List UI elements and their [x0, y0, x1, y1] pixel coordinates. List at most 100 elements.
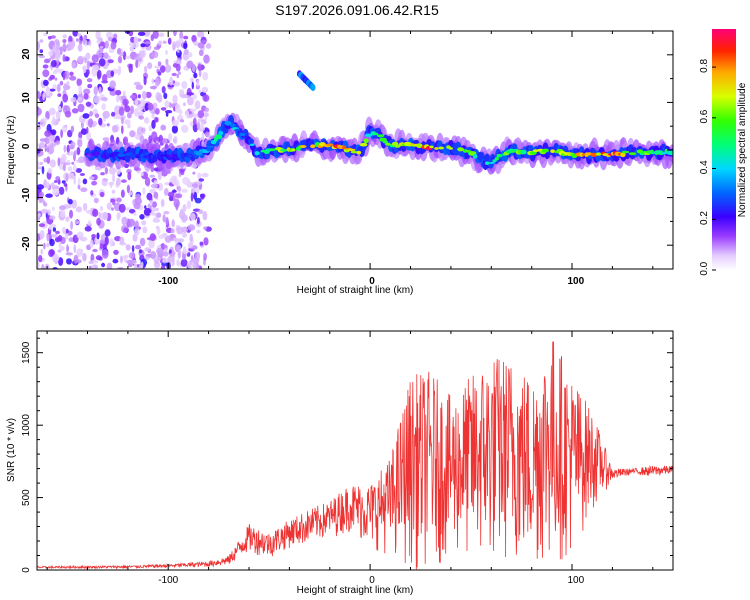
spectrogram-y-tick: 0: [21, 143, 32, 149]
spectrogram-noise-blob: [70, 125, 75, 133]
spectrogram-noise-blob: [205, 43, 212, 49]
spectrogram-noise-blob: [176, 245, 182, 251]
spectrogram-noise-blob: [54, 180, 58, 183]
spectrogram-noise-blob: [39, 138, 48, 142]
spectrogram-noise-blob: [180, 258, 188, 267]
spectrogram-ridge-core: [489, 161, 495, 165]
spectrogram-noise-blob: [72, 31, 79, 37]
spectrogram-noise-blob: [177, 238, 185, 243]
spectrogram-noise-blob: [137, 103, 144, 111]
spectrogram-noise-blob: [177, 71, 181, 75]
spectrogram-noise-blob: [130, 105, 134, 115]
spectrogram-noise-blob: [52, 253, 60, 263]
spectrogram-noise-blob: [176, 58, 182, 66]
spectrogram-noise-blob: [71, 61, 77, 69]
spectrogram-noise-blob: [105, 31, 113, 39]
spectrogram-noise-blob: [174, 193, 183, 199]
spectrogram-noise-blob: [196, 229, 201, 234]
spectrogram-noise-blob: [73, 244, 77, 253]
spectrogram-ridge-core: [595, 152, 602, 156]
spectrogram-noise-blob: [197, 172, 202, 180]
spectrogram-noise-blob: [57, 235, 63, 242]
spectrogram-ridge-core: [382, 140, 389, 144]
spectrogram-noise-blob: [74, 220, 80, 225]
snr-x-tick: 100: [567, 575, 584, 586]
spectrogram-noise-blob: [165, 110, 173, 114]
spectrogram-ridge-core: [416, 143, 423, 149]
spectrogram-noise-blob: [149, 174, 156, 178]
spectrogram-noise-blob: [73, 175, 76, 185]
spectrogram-noise-blob: [127, 123, 131, 129]
spectrogram-noise-blob: [143, 207, 152, 216]
spectrogram-noise-blob: [119, 236, 125, 244]
spectrogram-noise-blob: [203, 54, 210, 64]
spectrogram-noise-blob: [179, 31, 184, 40]
spectrogram-noise-blob: [43, 32, 48, 37]
spectrogram-noise-blob: [57, 157, 61, 167]
spectrogram-noise-blob: [42, 92, 45, 101]
spectrogram-noise-blob: [202, 211, 208, 221]
spectrogram-ridge-body: [248, 138, 254, 145]
spectrogram-noise-blob: [76, 147, 81, 156]
spectrogram-noise-blob: [54, 77, 58, 81]
spectrogram-ridge-core: [520, 149, 527, 155]
spectrogram-noise-blob: [169, 76, 174, 86]
spectrogram-noise-blob: [148, 124, 153, 132]
spectrogram-noise-blob: [163, 244, 168, 249]
spectrogram-noise-blob: [92, 248, 98, 253]
spectrogram-noise-blob: [165, 112, 169, 117]
spectrogram-noise-blob: [201, 172, 209, 178]
spectrogram-noise-blob: [136, 126, 145, 136]
spectrogram-noise-blob: [150, 251, 157, 260]
spectrogram-noise-blob: [58, 186, 65, 195]
spectrogram-ridge-core: [207, 145, 215, 148]
spectrogram-noise-blob: [149, 85, 157, 90]
spectrogram-noise-blob: [99, 205, 104, 212]
spectrogram-noise-blob: [198, 178, 205, 182]
spectrogram-noise-blob: [188, 52, 193, 58]
spectrogram-noise-blob: [46, 234, 50, 242]
spectrogram-noise-blob: [78, 85, 82, 95]
spectrogram-noise-blob: [173, 31, 177, 37]
colorbar-tick: 0.0: [699, 261, 710, 275]
spectrogram-y-tick: -10: [21, 187, 32, 202]
spectrogram-noise-blob: [129, 46, 134, 52]
spectrogram-noise-blob: [38, 223, 46, 228]
spectrogram-noise-blob: [46, 182, 50, 189]
spectrogram-ridge-core: [360, 142, 368, 147]
spectrogram-noise-blob: [50, 35, 56, 39]
spectrogram-ridge-core: [363, 138, 369, 144]
spectrogram-noise-blob: [93, 175, 98, 180]
spectrogram-noise-blob: [102, 243, 107, 252]
spectrogram-ridge-core: [143, 155, 148, 159]
spectrogram-noise-blob: [63, 183, 68, 187]
spectrogram-noise-blob: [112, 173, 116, 183]
spectrogram-noise-blob: [137, 94, 141, 99]
spectrogram-noise-blob: [112, 115, 120, 120]
spectrogram-noise-blob: [66, 258, 72, 265]
spectrogram-noise-blob: [77, 55, 84, 64]
spectrogram-noise-blob: [46, 156, 51, 164]
spectrogram-noise-blob: [102, 110, 110, 119]
spectrogram-noise-blob: [123, 255, 129, 259]
spectrogram-noise-blob: [101, 249, 109, 259]
spectrogram-noise-blob: [62, 93, 69, 103]
spectrogram-noise-blob: [68, 198, 73, 205]
spectrogram-noise-blob: [57, 93, 62, 97]
spectrogram-noise-blob: [65, 228, 69, 234]
spectrogram-noise-blob: [111, 207, 114, 211]
spectrogram-noise-blob: [47, 168, 53, 174]
spectrogram-noise-blob: [106, 202, 112, 210]
spectrogram-noise-blob: [102, 73, 108, 83]
spectrogram-ridge-core: [376, 134, 385, 138]
spectrogram-noise-blob: [77, 184, 81, 190]
snr-x-tick: -100: [158, 575, 178, 586]
spectrogram-noise-blob: [48, 50, 54, 57]
spectrogram-noise-blob: [186, 200, 192, 210]
spectrogram-noise-blob: [142, 226, 148, 234]
spectrogram-noise-blob: [148, 135, 153, 144]
spectrogram-noise-blob: [127, 171, 132, 181]
spectrogram-noise-blob: [116, 212, 121, 220]
spectrogram-noise-blob: [135, 84, 143, 90]
